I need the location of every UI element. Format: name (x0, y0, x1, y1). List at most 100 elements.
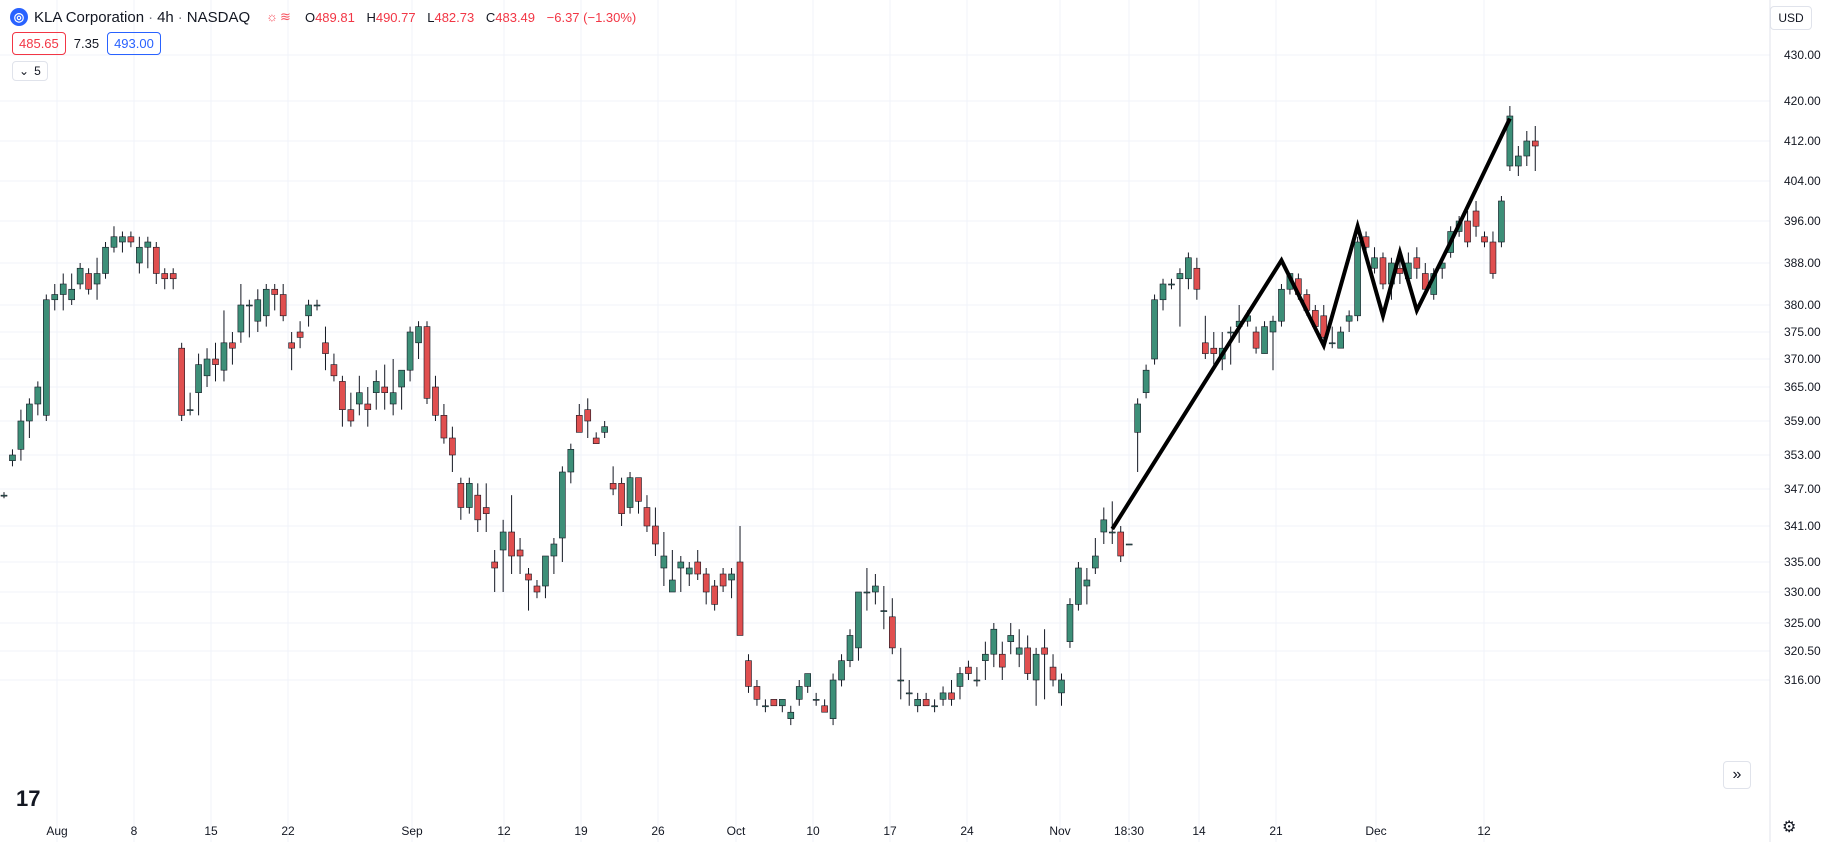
candle (719, 568, 727, 592)
candle (356, 375, 363, 416)
candle (702, 568, 710, 605)
open-label: O (304, 9, 316, 25)
candle (559, 466, 566, 562)
price-tick-label: 316.00 (1784, 673, 1821, 687)
candle-body-down (643, 507, 651, 527)
price-tick-label: 341.00 (1784, 519, 1821, 533)
sell-price-button[interactable]: 485.65 (12, 32, 66, 55)
time-tick-label: 8 (131, 824, 138, 838)
candle-body-up (119, 236, 126, 243)
candle-body-down (169, 273, 177, 280)
time-tick-label: 12 (497, 824, 511, 838)
candle-body-up (93, 273, 101, 285)
candle (482, 483, 490, 532)
candle-body-down (152, 246, 160, 274)
candle (795, 680, 803, 706)
candle-body-up (838, 660, 845, 681)
candle (203, 348, 211, 387)
candle-body-up (1354, 241, 1361, 317)
price-tick-label: 335.00 (1784, 555, 1821, 569)
candle-body-down (449, 437, 456, 456)
currency-selector[interactable]: USD (1770, 6, 1812, 30)
candle-body-down (339, 381, 346, 410)
exchange-label[interactable]: NASDAQ (186, 8, 251, 26)
candle (288, 332, 295, 371)
candle-body-up (1083, 579, 1091, 587)
time-tick-label: 19 (574, 824, 588, 838)
candle-body-up (237, 304, 245, 333)
candle (347, 392, 355, 427)
tradingview-logo-icon[interactable]: 17 (16, 786, 41, 811)
candle-body-up (829, 679, 837, 719)
candle-body-down (525, 573, 532, 581)
candle (508, 495, 515, 574)
candle-body-up (872, 585, 879, 593)
time-tick-label: 12 (1477, 824, 1491, 838)
candle-body-up (905, 692, 913, 695)
double-chevron-right-icon[interactable]: » (1723, 761, 1751, 789)
candle (93, 257, 101, 300)
trend-drawing[interactable] (1110, 117, 1512, 531)
candle (956, 667, 964, 700)
gear-icon[interactable]: ⚙ (1782, 819, 1797, 836)
candle (711, 580, 718, 611)
candle (1371, 247, 1378, 274)
candle (880, 586, 888, 630)
candle-body-up (1032, 653, 1040, 681)
candle (669, 550, 676, 593)
candle-body-up (1007, 635, 1015, 642)
time-tick-label: Dec (1365, 824, 1386, 838)
candle-body-down (770, 699, 778, 707)
candle-body-up (1134, 403, 1141, 433)
time-axis[interactable]: Aug 8 15 22 Sep 12 19 26 Oct 10 17 24 Nov 18:30 14 21 De… (46, 824, 1491, 838)
candle (1252, 326, 1260, 354)
candle-body-down (161, 273, 169, 280)
candle (1481, 231, 1488, 248)
candle-body-down (592, 437, 600, 444)
price-axis[interactable]: 430.00 420.00 412.00 404.00 396.00 388.00 380.… (1769, 0, 1821, 842)
candle (1142, 364, 1150, 399)
candle-body-up (59, 283, 67, 295)
candle (753, 680, 761, 706)
symbol-title[interactable]: KLA Corporation (34, 8, 145, 26)
candle-body-up (846, 635, 854, 661)
candle (178, 342, 185, 421)
candle (1058, 673, 1065, 706)
time-tick-label: Nov (1049, 824, 1070, 838)
interval-label[interactable]: 4h (157, 8, 174, 26)
candle-body-up (1328, 342, 1336, 345)
zigzag-line[interactable] (1110, 117, 1512, 531)
candle (296, 321, 304, 349)
market-status-icon[interactable]: ☼≋ (266, 9, 293, 24)
candle (9, 449, 16, 467)
candle (119, 231, 126, 253)
candle (127, 231, 135, 248)
indicators-toggle-button[interactable]: ⌄ 5 (12, 61, 48, 81)
candle (26, 398, 33, 438)
buy-price-button[interactable]: 493.00 (107, 32, 161, 55)
spread-value: 7.35 (73, 36, 100, 51)
candle (144, 236, 152, 269)
candle-body-up (499, 531, 507, 551)
candle (914, 692, 921, 713)
chevron-down-icon: ⌄ (19, 64, 30, 78)
candle-body-up (677, 561, 685, 569)
candle-body-up (1278, 288, 1285, 322)
candle (68, 273, 75, 305)
candle (931, 699, 938, 713)
candle (85, 268, 92, 295)
candle (449, 426, 456, 472)
candle-body-up (110, 236, 118, 248)
candle-body-down (279, 294, 287, 317)
candle-body-down (271, 288, 279, 295)
candle-body-up (542, 555, 549, 587)
candle-body-up (660, 555, 668, 569)
candle (1100, 507, 1108, 544)
time-tick-label: 22 (281, 824, 295, 838)
low-label: L (427, 9, 435, 25)
candle (1354, 236, 1361, 322)
candle (152, 242, 160, 284)
candle (415, 321, 422, 359)
candle-body-up (0, 494, 8, 497)
